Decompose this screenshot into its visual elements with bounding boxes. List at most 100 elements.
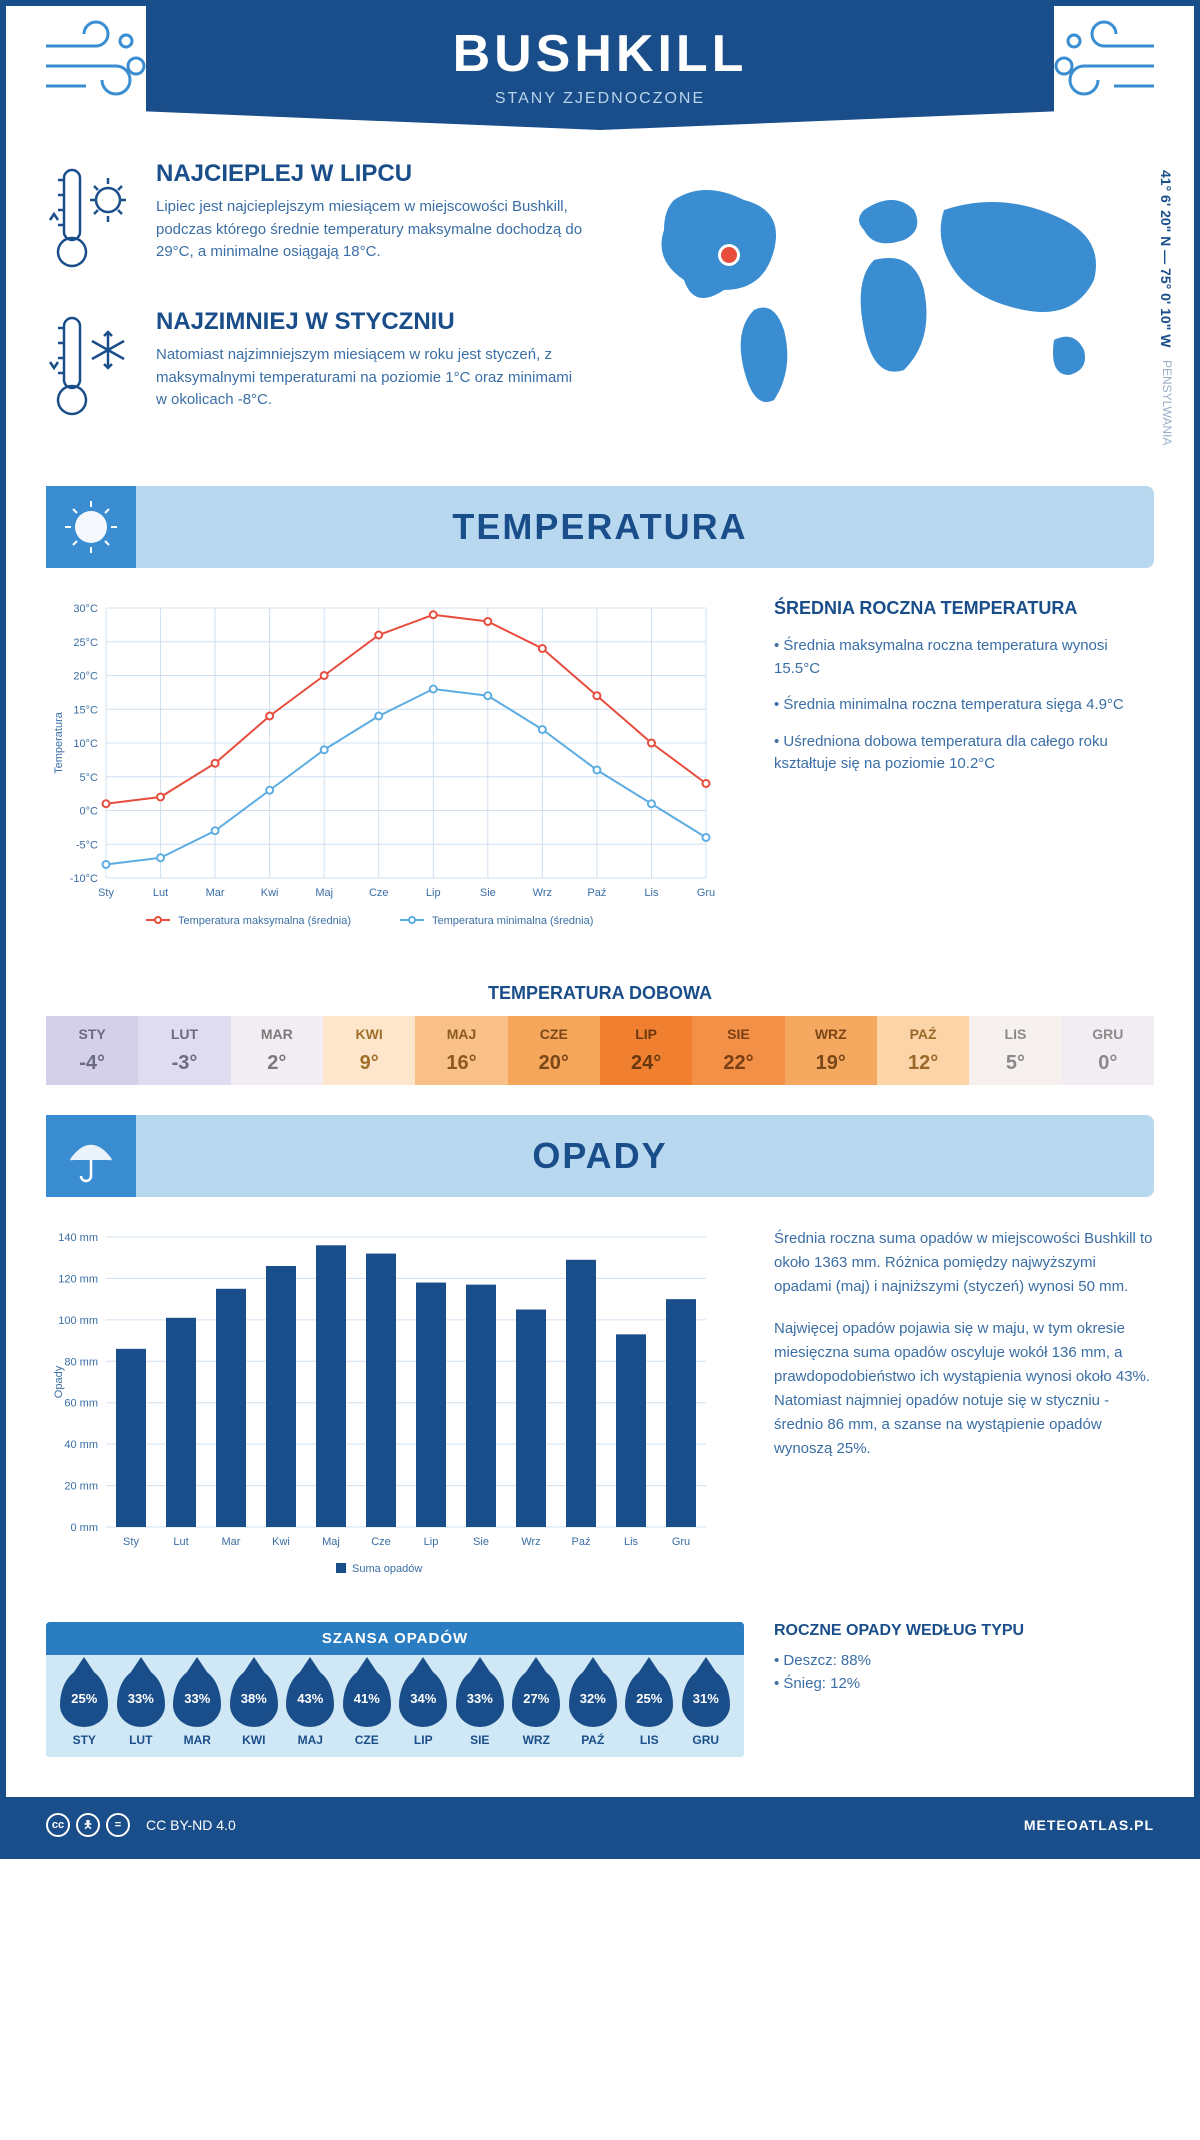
sun-section-icon	[46, 486, 136, 568]
svg-text:Paź: Paź	[572, 1536, 591, 1548]
svg-text:Temperatura maksymalna (średni: Temperatura maksymalna (średnia)	[178, 915, 351, 927]
chance-drop-cell: 38%KWI	[226, 1669, 283, 1747]
daily-temp-cell: SIE22°	[692, 1016, 784, 1085]
svg-text:Suma opadów: Suma opadów	[352, 1563, 422, 1575]
svg-text:Lut: Lut	[173, 1536, 188, 1548]
svg-text:Sty: Sty	[123, 1536, 139, 1548]
svg-text:Gru: Gru	[697, 887, 715, 899]
temperature-title: TEMPERATURA	[46, 506, 1154, 548]
daily-temp-cell: WRZ19°	[785, 1016, 877, 1085]
precip-type-item: • Deszcz: 88%	[774, 1652, 1154, 1669]
svg-text:Lip: Lip	[424, 1536, 439, 1548]
svg-text:Temperatura minimalna (średnia: Temperatura minimalna (średnia)	[432, 915, 593, 927]
precipitation-title: OPADY	[46, 1135, 1154, 1177]
precip-paragraph-2: Najwięcej opadów pojawia się w maju, w t…	[774, 1317, 1154, 1461]
site-name: METEOATLAS.PL	[1024, 1817, 1154, 1833]
svg-text:Kwi: Kwi	[261, 887, 279, 899]
page-header: BUSHKILL STANY ZJEDNOCZONE	[146, 6, 1054, 130]
daily-temp-title: TEMPERATURA DOBOWA	[6, 983, 1194, 1004]
svg-text:Lut: Lut	[153, 887, 168, 899]
precip-paragraph-1: Średnia roczna suma opadów w miejscowośc…	[774, 1227, 1154, 1299]
temp-info-item: • Uśredniona dobowa temperatura dla całe…	[774, 731, 1154, 776]
region-label: PENSYLWANIA	[1160, 360, 1174, 445]
chance-drop-cell: 32%PAŹ	[565, 1669, 622, 1747]
chance-drop-cell: 43%MAJ	[282, 1669, 339, 1747]
temp-info-list: • Średnia maksymalna roczna temperatura …	[774, 635, 1154, 776]
svg-text:Opady: Opady	[53, 1365, 65, 1398]
fact-coldest-title: NAJZIMNIEJ W STYCZNIU	[156, 308, 584, 336]
svg-text:60 mm: 60 mm	[64, 1398, 98, 1410]
svg-text:-10°C: -10°C	[70, 873, 98, 885]
by-icon: 🯅	[76, 1813, 100, 1837]
chance-drop-cell: 25%LIS	[621, 1669, 678, 1747]
fact-warmest: NAJCIEPLEJ W LIPCU Lipiec jest najcieple…	[46, 160, 584, 280]
chance-drop-cell: 41%CZE	[339, 1669, 396, 1747]
precipitation-body: 0 mm20 mm40 mm60 mm80 mm100 mm120 mm140 …	[6, 1197, 1194, 1622]
svg-text:Cze: Cze	[369, 887, 389, 899]
svg-text:Wrz: Wrz	[533, 887, 552, 899]
precip-type-item: • Śnieg: 12%	[774, 1675, 1154, 1692]
temperature-body: -10°C-5°C0°C5°C10°C15°C20°C25°C30°CStyLu…	[6, 568, 1194, 973]
svg-text:Sie: Sie	[480, 887, 496, 899]
temperature-line-chart: -10°C-5°C0°C5°C10°C15°C20°C25°C30°CStyLu…	[46, 598, 726, 938]
svg-text:-5°C: -5°C	[76, 839, 98, 851]
svg-text:0 mm: 0 mm	[71, 1522, 99, 1534]
temp-info-item: • Średnia minimalna roczna temperatura s…	[774, 694, 1154, 717]
svg-text:20°C: 20°C	[73, 671, 98, 683]
world-map	[614, 160, 1154, 440]
precip-type-list: • Deszcz: 88% • Śnieg: 12%	[774, 1652, 1154, 1692]
fact-coldest-body: Natomiast najzimniejszym miesiącem w rok…	[156, 344, 584, 412]
svg-text:Temperatura: Temperatura	[53, 711, 65, 774]
svg-text:10°C: 10°C	[73, 738, 98, 750]
intro-section: NAJCIEPLEJ W LIPCU Lipiec jest najcieple…	[6, 160, 1194, 486]
cc-icon: cc	[46, 1813, 70, 1837]
temp-info-item: • Średnia maksymalna roczna temperatura …	[774, 635, 1154, 680]
temp-info-title: ŚREDNIA ROCZNA TEMPERATURA	[774, 598, 1154, 619]
chance-drop-cell: 33%SIE	[452, 1669, 509, 1747]
nd-icon: =	[106, 1813, 130, 1837]
svg-text:20 mm: 20 mm	[64, 1481, 98, 1493]
svg-text:Sty: Sty	[98, 887, 114, 899]
daily-temp-cell: LUT-3°	[138, 1016, 230, 1085]
thermometer-snow-icon	[46, 308, 136, 428]
page-footer: cc 🯅 = CC BY-ND 4.0 METEOATLAS.PL	[6, 1797, 1194, 1853]
precipitation-bar-chart: 0 mm20 mm40 mm60 mm80 mm100 mm120 mm140 …	[46, 1227, 726, 1587]
daily-temp-cell: PAŹ12°	[877, 1016, 969, 1085]
page-title: BUSHKILL	[146, 24, 1054, 84]
license-block: cc 🯅 = CC BY-ND 4.0	[46, 1813, 236, 1837]
fact-warmest-body: Lipiec jest najcieplejszym miesiącem w m…	[156, 196, 584, 264]
chance-drop-cell: 27%WRZ	[508, 1669, 565, 1747]
svg-text:100 mm: 100 mm	[58, 1315, 98, 1327]
daily-temp-cell: LIS5°	[969, 1016, 1061, 1085]
chance-title: SZANSA OPADÓW	[46, 1622, 744, 1655]
svg-text:Lis: Lis	[624, 1536, 639, 1548]
svg-text:25°C: 25°C	[73, 637, 98, 649]
fact-warmest-title: NAJCIEPLEJ W LIPCU	[156, 160, 584, 188]
chance-drop-cell: 34%LIP	[395, 1669, 452, 1747]
svg-text:Mar: Mar	[222, 1536, 241, 1548]
svg-text:Lip: Lip	[426, 887, 441, 899]
chance-drop-cell: 33%LUT	[113, 1669, 170, 1747]
wind-icon-left	[36, 16, 156, 106]
svg-text:Cze: Cze	[371, 1536, 391, 1548]
page-subtitle: STANY ZJEDNOCZONE	[146, 90, 1054, 108]
daily-temp-cell: MAR2°	[231, 1016, 323, 1085]
svg-text:Maj: Maj	[322, 1536, 340, 1548]
svg-text:Lis: Lis	[644, 887, 659, 899]
chance-drop-cell: 31%GRU	[678, 1669, 735, 1747]
fact-coldest: NAJZIMNIEJ W STYCZNIU Natomiast najzimni…	[46, 308, 584, 428]
precipitation-section-header: OPADY	[46, 1115, 1154, 1197]
chance-drop-cell: 25%STY	[56, 1669, 113, 1747]
header-row: BUSHKILL STANY ZJEDNOCZONE	[6, 6, 1194, 130]
svg-text:140 mm: 140 mm	[58, 1232, 98, 1244]
svg-text:80 mm: 80 mm	[64, 1356, 98, 1368]
wind-icon-right	[1044, 16, 1164, 106]
daily-temp-cell: LIP24°	[600, 1016, 692, 1085]
daily-temp-cell: KWI9°	[323, 1016, 415, 1085]
daily-temperature-table: STY-4°LUT-3°MAR2°KWI9°MAJ16°CZE20°LIP24°…	[46, 1016, 1154, 1085]
svg-text:Maj: Maj	[315, 887, 333, 899]
coordinates: 41° 6' 20" N — 75° 0' 10" W	[1158, 170, 1174, 347]
precipitation-chance-panel: SZANSA OPADÓW 25%STY33%LUT33%MAR38%KWI43…	[46, 1622, 744, 1757]
chance-drops-row: 25%STY33%LUT33%MAR38%KWI43%MAJ41%CZE34%L…	[46, 1655, 744, 1757]
svg-text:120 mm: 120 mm	[58, 1273, 98, 1285]
